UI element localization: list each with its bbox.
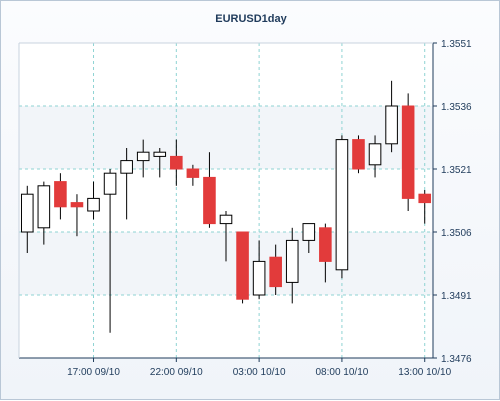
candle-body-bull xyxy=(219,214,233,225)
y-tick-label: 1.3491 xyxy=(441,291,472,302)
chart-title: EURUSD1day xyxy=(215,13,287,25)
x-tick-label: 03:00 10/10 xyxy=(233,367,286,378)
candle-body-bear xyxy=(401,105,415,199)
candle-body-bear xyxy=(269,256,282,288)
candle-body-bear xyxy=(170,155,183,170)
candle-body-bear xyxy=(236,231,249,300)
candle-body-bull xyxy=(302,223,316,241)
candle-body-bull xyxy=(153,151,167,157)
x-tick-label: 08:00 10/10 xyxy=(316,367,369,378)
candle-body-bull xyxy=(87,197,100,212)
candle-body-bear xyxy=(70,202,84,208)
candle-body-bull xyxy=(335,139,349,271)
candle-body-bear xyxy=(54,181,67,208)
candle-body-bull xyxy=(252,260,266,296)
y-tick-label: 1.3536 xyxy=(441,102,472,113)
candle-body-bull xyxy=(385,105,398,145)
candle-body-bull xyxy=(136,151,150,162)
candle-body-bull xyxy=(285,239,299,283)
plot-area xyxy=(19,43,433,358)
x-tick-label: 22:00 09/10 xyxy=(150,367,203,378)
candle-body-bear xyxy=(319,227,332,262)
y-tick-label: 1.3476 xyxy=(441,354,472,365)
candle-body-bull xyxy=(368,143,382,166)
x-tick-label: 17:00 09/10 xyxy=(67,367,120,378)
y-tick-label: 1.3551 xyxy=(441,39,472,50)
candle-body-bear xyxy=(186,168,200,178)
candle-body-bull xyxy=(37,185,51,229)
candle-body-bear xyxy=(203,176,216,225)
x-tick-label: 13:00 10/10 xyxy=(398,367,451,378)
candle-body-bear xyxy=(352,139,365,170)
candle-body-bear xyxy=(418,193,432,204)
y-tick-label: 1.3521 xyxy=(441,165,472,176)
y-tick-label: 1.3506 xyxy=(441,228,472,239)
candle-body-bull xyxy=(103,172,117,195)
candle-body-bull xyxy=(20,193,34,233)
candle-body-bull xyxy=(120,160,133,174)
